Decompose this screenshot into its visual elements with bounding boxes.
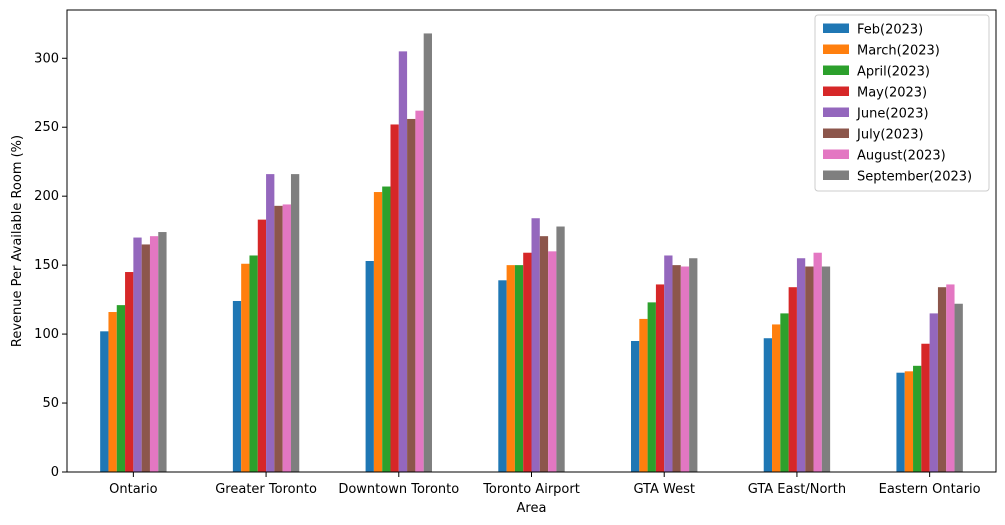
bar <box>241 263 250 472</box>
bar <box>266 174 275 473</box>
legend-label: Feb(2023) <box>857 23 923 38</box>
bar <box>556 226 565 472</box>
bar <box>125 272 134 472</box>
legend-swatch <box>823 65 849 75</box>
x-tick-label: Eastern Ontario <box>879 482 981 497</box>
bar <box>423 33 432 472</box>
bars-layer <box>100 33 963 473</box>
bar <box>523 252 532 472</box>
x-tick-label: GTA West <box>633 482 695 497</box>
legend-box <box>814 14 990 192</box>
bar <box>780 313 789 472</box>
bar <box>929 313 938 472</box>
bar <box>365 261 374 472</box>
bar <box>946 284 955 472</box>
bar <box>498 280 507 472</box>
legend-swatch <box>823 149 849 159</box>
bar <box>257 219 267 472</box>
bar <box>100 331 109 472</box>
bar <box>373 192 383 473</box>
bar <box>390 124 399 472</box>
y-axis: 0 50 100 150 200 250 300 <box>34 51 67 480</box>
bar <box>805 266 814 472</box>
bar <box>639 318 648 472</box>
bar <box>141 244 150 472</box>
legend-label: September(2023) <box>857 170 972 185</box>
y-axis-label: Revenue Per Available Room (%) <box>10 135 25 347</box>
y-tick-label: 50 <box>42 396 59 411</box>
bar <box>664 255 673 472</box>
bar <box>647 302 656 472</box>
y-tick-label: 250 <box>34 120 59 135</box>
bar <box>896 372 905 472</box>
y-tick-label: 300 <box>34 51 59 66</box>
x-tick-label: Toronto Airport <box>482 482 580 497</box>
x-tick-label: GTA East/North <box>748 482 846 497</box>
bar <box>108 312 117 472</box>
y-tick-label: 100 <box>34 327 59 342</box>
bar <box>672 265 681 472</box>
bar <box>232 300 242 472</box>
bar <box>655 284 665 472</box>
x-tick-label: Downtown Toronto <box>338 482 459 497</box>
bar <box>796 258 806 472</box>
bar <box>415 110 424 473</box>
x-tick-label: Greater Toronto <box>215 482 317 497</box>
bar <box>290 174 300 473</box>
legend-swatch <box>823 170 849 180</box>
legend-label: April(2023) <box>857 65 930 80</box>
bar <box>382 186 391 472</box>
y-tick-label: 0 <box>51 465 59 480</box>
bar <box>133 237 142 472</box>
y-tick-label: 200 <box>34 189 59 204</box>
legend-label: March(2023) <box>857 44 940 59</box>
bar <box>282 204 291 472</box>
bar <box>116 305 126 472</box>
x-tick-label: Ontario <box>109 482 157 497</box>
bar <box>954 303 963 472</box>
bar <box>788 287 797 472</box>
legend-label: June(2023) <box>856 107 929 122</box>
legend-label: May(2023) <box>857 86 927 101</box>
bar <box>680 266 690 472</box>
x-axis: Ontario Greater Toronto Downtown Toronto To… <box>109 472 981 497</box>
bar <box>904 371 914 472</box>
bar <box>149 236 159 472</box>
bar <box>249 255 258 472</box>
bar <box>772 324 781 472</box>
bar <box>921 343 930 472</box>
bar <box>548 251 557 472</box>
legend-label: August(2023) <box>857 149 946 164</box>
legend-swatch <box>823 44 849 54</box>
x-axis-label: Area <box>517 501 547 516</box>
legend-swatch <box>823 23 849 33</box>
bar <box>514 265 524 472</box>
bar <box>398 51 408 473</box>
bar <box>539 236 549 472</box>
legend: Feb(2023) March(2023) April(2023) May(2023)… <box>814 14 990 192</box>
legend-swatch <box>823 86 849 96</box>
bar <box>158 232 167 472</box>
legend-swatch <box>823 107 849 117</box>
bar <box>631 340 640 472</box>
bar <box>821 266 831 472</box>
bar <box>937 287 947 472</box>
bar <box>913 365 922 472</box>
y-tick-label: 150 <box>34 258 59 273</box>
bar <box>763 338 773 472</box>
bar <box>407 118 416 472</box>
bar <box>506 265 515 472</box>
bar <box>689 258 698 472</box>
bar <box>274 205 283 472</box>
bar <box>813 252 822 472</box>
bar <box>531 218 540 472</box>
legend-swatch <box>823 128 849 138</box>
legend-label: July(2023) <box>856 128 924 143</box>
